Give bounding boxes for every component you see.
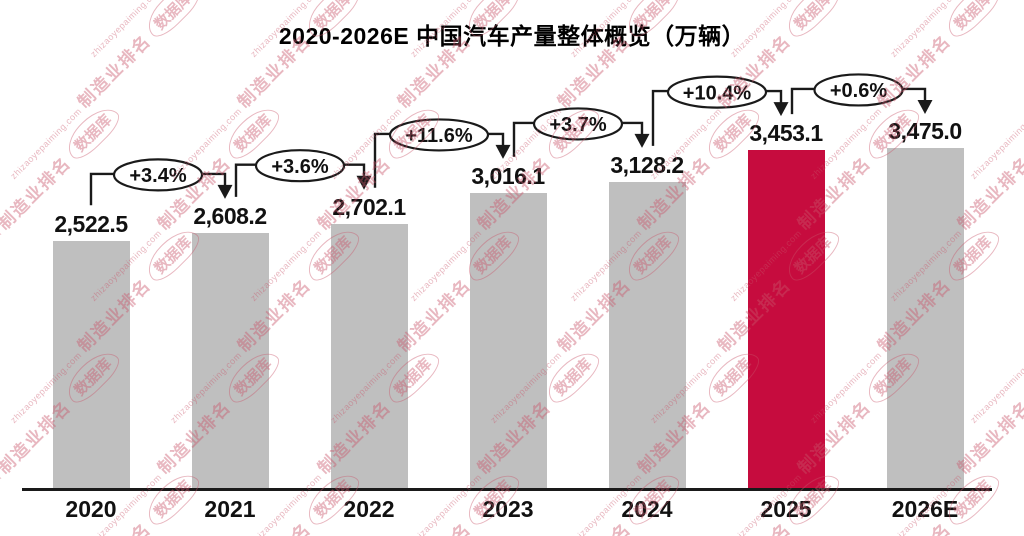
- growth-arrow-down-icon: [773, 102, 789, 117]
- bar-value-label: 2,702.1: [332, 193, 406, 220]
- x-axis-label-2022: 2022: [343, 496, 395, 522]
- bar-2025: [747, 150, 825, 489]
- bar-value-label: 3,016.1: [471, 162, 545, 189]
- growth-connector: +11.6%: [373, 118, 511, 188]
- growth-badge: [666, 75, 768, 109]
- growth-label: +0.6%: [830, 80, 887, 102]
- bar-2023: [469, 192, 547, 489]
- bar-2026E: [886, 147, 964, 489]
- growth-label: +3.6%: [271, 156, 328, 178]
- growth-badge: [813, 73, 904, 107]
- growth-label: +3.7%: [549, 114, 606, 136]
- bar-2022: [330, 223, 408, 489]
- growth-badge: [112, 158, 204, 192]
- growth-label: +3.4%: [129, 165, 186, 187]
- bar-value-label: 2,608.2: [193, 202, 267, 229]
- x-axis-label-2023: 2023: [482, 496, 534, 522]
- bar-value-label: 3,475.0: [888, 117, 962, 144]
- chart-title: 2020-2026E 中国汽车产量整体概览（万辆）: [278, 23, 746, 49]
- growth-connector: +3.4%: [89, 158, 233, 206]
- bar-2024: [608, 181, 686, 489]
- x-axis-label-2020: 2020: [65, 496, 117, 522]
- growth-connector: +3.6%: [234, 149, 372, 197]
- x-axis-label-2021: 2021: [204, 496, 256, 522]
- growth-connector: +3.7%: [512, 107, 650, 157]
- growth-connector: +10.4%: [651, 75, 789, 146]
- bar-value-label: 3,128.2: [610, 151, 684, 178]
- growth-badge: [254, 149, 346, 183]
- growth-badge: [388, 118, 490, 152]
- growth-badge: [532, 107, 624, 141]
- growth-label: +10.4%: [683, 82, 752, 104]
- bar-value-label: 2,522.5: [54, 211, 128, 238]
- bar-value-label: 3,453.1: [749, 120, 823, 147]
- growth-arrow-down-icon: [634, 133, 650, 148]
- growth-arrow-down-icon: [917, 99, 933, 114]
- bar-2020: [52, 241, 130, 489]
- growth-connector: +0.6%: [790, 73, 933, 115]
- growth-arrow-down-icon: [356, 175, 372, 190]
- growth-arrow-down-icon: [217, 184, 233, 199]
- x-axis-label-2024: 2024: [621, 496, 673, 522]
- growth-arrow-down-icon: [495, 144, 511, 159]
- growth-label: +11.6%: [405, 125, 473, 147]
- x-axis-label-2026E: 2026E: [891, 496, 959, 522]
- x-axis-label-2025: 2025: [760, 496, 812, 522]
- bar-2021: [191, 232, 269, 489]
- x-axis-line: [22, 488, 992, 491]
